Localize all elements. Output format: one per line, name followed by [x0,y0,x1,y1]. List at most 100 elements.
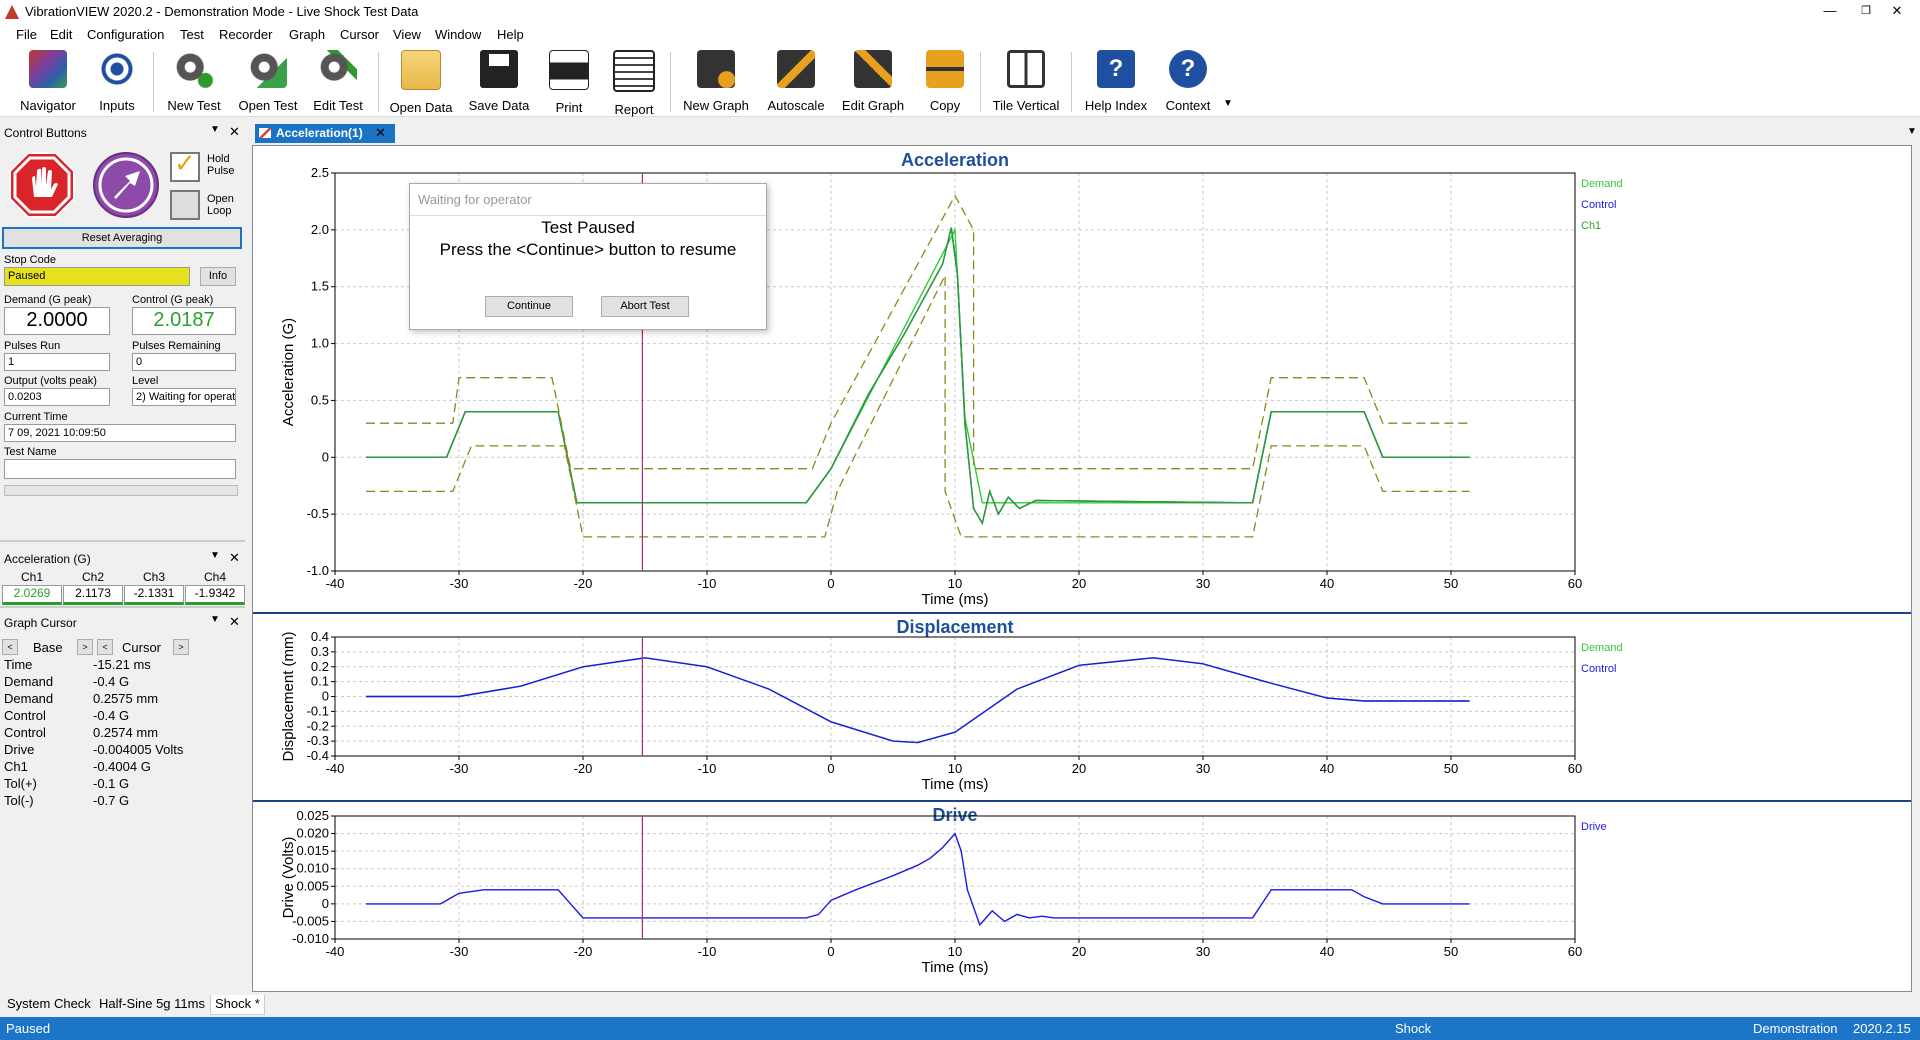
edit-test-button[interactable]: Edit Test [306,50,370,114]
inputs-icon [98,50,136,88]
menu-view[interactable]: View [393,27,421,42]
abort-test-button[interactable]: Abort Test [601,296,689,317]
reset-averaging-button[interactable]: Reset Averaging [2,227,242,249]
context-help-button[interactable]: ? Context [1159,50,1217,114]
channel-header: Ch1 [20,570,43,584]
hold-pulse-checkbox[interactable]: ✓ [170,148,200,182]
cursor-next-icon[interactable]: > [173,639,189,655]
app-icon [5,5,19,19]
y-axis-label: Drive (Volts) [280,837,297,919]
y-tick-label: 0.2 [311,659,329,674]
base-prev-icon[interactable]: < [2,639,18,655]
open-loop-checkbox[interactable] [170,190,200,220]
toolbar: Navigator Inputs New Test Open Test Edit… [0,46,1920,117]
open-data-button[interactable]: Open Data [385,50,457,115]
print-button[interactable]: Print [540,50,598,115]
x-axis-label: Time (ms) [922,959,989,976]
save-data-button[interactable]: Save Data [465,50,533,114]
x-tick-label: 30 [1196,944,1210,959]
channel-value: -2.1331 [124,585,184,605]
menu-recorder[interactable]: Recorder [219,27,273,42]
open-test-button[interactable]: Open Test [234,50,302,114]
current-time-label: Current Time [4,411,68,423]
edit-graph-button[interactable]: Edit Graph [836,50,910,114]
control-value: 2.0187 [132,307,236,335]
panel-menu-icon[interactable]: ▼ [210,614,220,625]
copy-button[interactable]: Copy [916,50,974,114]
x-tick-label: 40 [1320,761,1334,776]
graph-cursor-panel: Graph Cursor ▼ ✕ < Base > < Cursor > Tim… [0,606,245,818]
run-button[interactable] [92,151,160,219]
menu-cursor[interactable]: Cursor [340,27,380,42]
x-tick-label: -40 [326,944,345,959]
x-tick-label: -10 [698,576,717,591]
close-window-icon[interactable]: ✕ [1891,3,1903,18]
menu-help[interactable]: Help [497,27,524,42]
series-line-control [366,657,1470,744]
menu-graph[interactable]: Graph [289,27,326,42]
panel-menu-icon[interactable]: ▼ [210,550,220,561]
series-line-demand [366,657,1470,744]
x-tick-label: 30 [1196,576,1210,591]
tile-vertical-button[interactable]: Tile Vertical [988,50,1064,114]
edit-graph-icon [854,50,892,88]
toolbar-overflow-icon[interactable]: ▼ [1223,98,1233,109]
checkmark-icon: ✓ [174,148,196,178]
legend-entry: Demand [1581,178,1623,190]
y-tick-label: -0.3 [307,733,329,748]
tab-list-icon[interactable]: ▼ [1907,126,1917,137]
minimize-icon[interactable]: — [1823,3,1837,18]
control-buttons-title: Control Buttons [4,126,87,140]
panel-menu-icon[interactable]: ▼ [210,124,220,135]
autoscale-button[interactable]: Autoscale [760,50,832,114]
acceleration-panel: Acceleration (G) ▼ ✕ Ch1 Ch2 Ch3 Ch4 2.0… [0,540,245,605]
new-graph-button[interactable]: New Graph [677,50,755,114]
tab-acceleration-1[interactable]: Acceleration(1) [255,124,395,143]
x-tick-label: 20 [1072,761,1086,776]
y-tick-label: 0.1 [311,674,329,689]
open-loop-label-2: Loop [207,205,232,217]
acceleration-panel-header: Acceleration (G) ▼ ✕ [0,550,245,568]
panel-close-icon[interactable]: ✕ [229,550,240,565]
x-tick-label: -30 [450,944,469,959]
edit-test-icon [319,50,357,88]
x-tick-label: -20 [574,576,593,591]
restore-icon[interactable]: ❐ [1861,5,1871,17]
pulses-remaining-label: Pulses Remaining [132,340,221,352]
report-button[interactable]: Report [605,50,663,117]
graphs-svg[interactable]: Acceleration -40 -30 -20 -10 0 10 20 30 40 50 60 -1.… [253,146,1911,991]
tab-close-icon[interactable]: ✕ [375,125,386,140]
menu-test[interactable]: Test [180,27,204,42]
help-index-button[interactable]: ? Help Index [1079,50,1153,114]
continue-button[interactable]: Continue [485,296,573,317]
tab-system-check[interactable]: System Check [7,996,91,1011]
tab-shock[interactable]: Shock * [210,995,265,1015]
panel-close-icon[interactable]: ✕ [229,124,240,139]
tab-half-sine[interactable]: Half-Sine 5g 11ms [99,996,205,1011]
menu-file[interactable]: File [16,27,37,42]
hold-pulse-label-2: Pulse [207,165,235,177]
control-buttons-header: Control Buttons ▼ ✕ [0,124,245,142]
cursor-prev-icon[interactable]: < [97,639,113,655]
control-label: Control (G peak) [132,294,214,306]
new-test-button[interactable]: New Test [160,50,228,114]
navigator-button[interactable]: Navigator [14,50,82,114]
menu-configuration[interactable]: Configuration [87,27,165,42]
y-tick-label: -0.005 [292,913,329,928]
channel-value: 2.1173 [63,585,123,605]
y-tick-label: 0.4 [311,629,329,644]
base-next-icon[interactable]: > [77,639,93,655]
x-tick-label: 30 [1196,761,1210,776]
inputs-button[interactable]: Inputs [88,50,146,114]
window-title: VibrationVIEW 2020.2 - Demonstration Mod… [25,4,419,19]
x-tick-label: 40 [1320,944,1334,959]
panel-close-icon[interactable]: ✕ [229,614,240,629]
report-icon [613,50,655,92]
x-tick-label: 10 [948,944,962,959]
info-button[interactable]: Info [200,267,236,286]
y-tick-label: -0.1 [307,703,329,718]
stop-button[interactable] [8,151,76,219]
menu-edit[interactable]: Edit [50,27,73,42]
x-tick-label: 0 [827,576,834,591]
menu-window[interactable]: Window [435,27,482,42]
